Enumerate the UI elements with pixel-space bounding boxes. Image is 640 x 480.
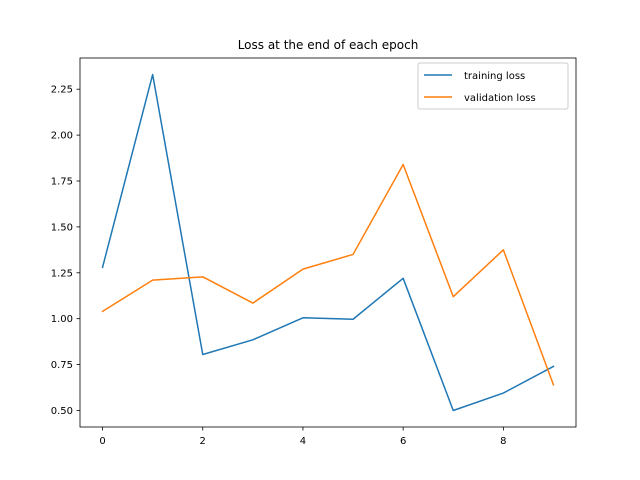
y-tick-label: 0.75 (51, 360, 73, 371)
legend-box (417, 62, 569, 110)
x-tick-label: 0 (99, 436, 105, 447)
legend: training loss validation loss (417, 62, 569, 110)
legend-label-1: validation loss (464, 93, 536, 104)
axes: 0 2 4 6 8 0.50 0.75 1.00 1.25 1.50 1.75 2.00 2.25 (51, 57, 577, 447)
x-tick-label: 8 (500, 436, 506, 447)
series-line-1 (101, 163, 555, 386)
y-tick-label: 0.50 (51, 406, 73, 417)
y-tick-label: 1.50 (51, 222, 73, 233)
plot-area (101, 73, 555, 412)
y-tick-label: 1.25 (51, 268, 73, 279)
x-tick-label: 6 (400, 436, 406, 447)
chart-title: Loss at the end of each epoch (238, 38, 419, 52)
x-tick-label: 2 (200, 436, 206, 447)
axes-frame (79, 57, 577, 428)
series-line-0 (101, 73, 555, 412)
x-tick-label: 4 (300, 436, 306, 447)
y-tick-label: 2.00 (51, 131, 73, 142)
y-tick-label: 2.25 (51, 85, 73, 96)
legend-label-0: training loss (464, 71, 525, 82)
y-tick-label: 1.75 (51, 177, 73, 188)
y-tick-label: 1.00 (51, 314, 73, 325)
